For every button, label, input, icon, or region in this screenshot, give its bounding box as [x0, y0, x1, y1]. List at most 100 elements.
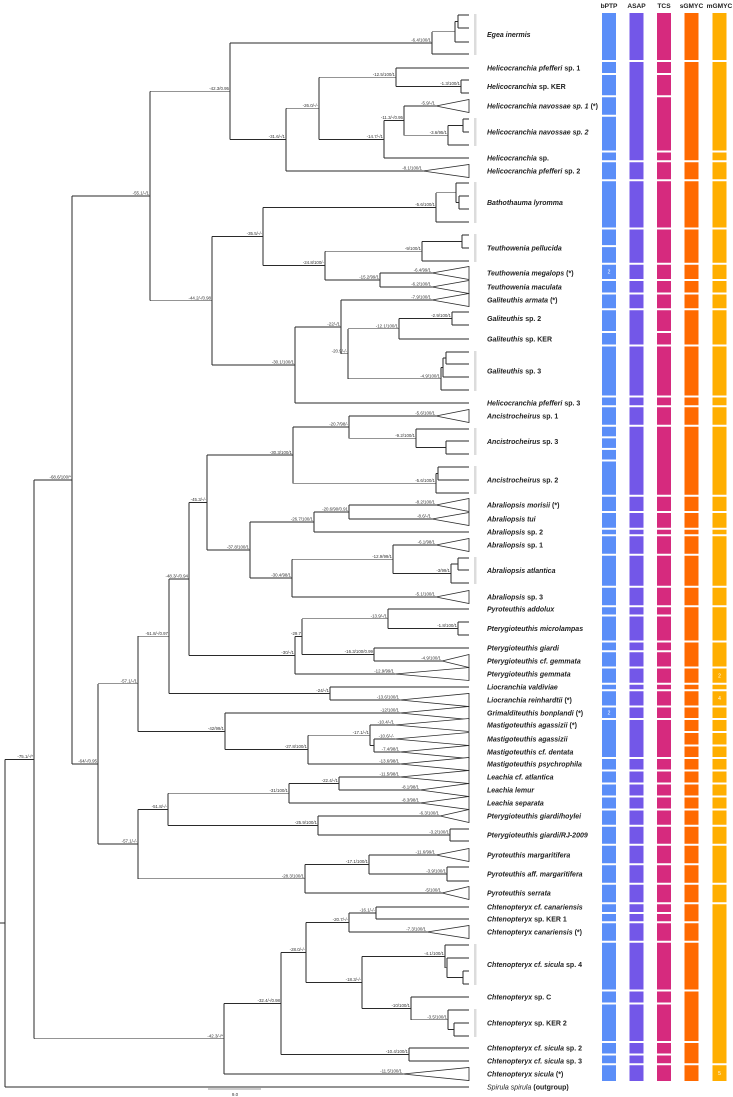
- species-group-bar: [684, 607, 699, 641]
- collapsed-clade-triangle: [441, 885, 470, 901]
- delimitation-column-asap: [629, 13, 644, 1081]
- node-support-label: -27.8/100/1: [285, 744, 308, 749]
- species-group-bar: [629, 62, 644, 161]
- taxon-name-italic: Pterygioteuthis cf. gemmata: [487, 658, 581, 665]
- species-group-bar: [712, 181, 727, 228]
- node-support-label: -31/100/1: [269, 788, 288, 793]
- taxon-label: Chtenopteryx sp. KER 2: [487, 1020, 567, 1027]
- node-support-label: -8.1/100/1: [402, 166, 422, 171]
- species-group-bar: [629, 607, 644, 615]
- species-group-bar: [629, 991, 644, 1003]
- species-group-bar: [684, 264, 699, 279]
- species-group-bar: [629, 496, 644, 511]
- taxon-name-suffix: sp. 2: [525, 316, 541, 323]
- species-group-bar: [684, 923, 699, 941]
- taxon-label: Helicocranchia navossae sp. 1 (*): [487, 103, 598, 110]
- clade-grey-bar: [474, 944, 477, 985]
- species-group-bar: [684, 684, 699, 690]
- node-support-label: -14.7/-/1: [367, 134, 384, 139]
- taxon-name-suffix: sp. 3: [527, 594, 543, 601]
- clade-grey-bar: [474, 1009, 477, 1037]
- species-group-bar: [602, 684, 616, 690]
- collapsed-clade-triangle: [394, 667, 470, 681]
- species-group-bar: [684, 281, 699, 293]
- species-group-bar: [712, 426, 727, 495]
- taxon-label: Grimalditeuthis bonplandi (*): [487, 710, 583, 717]
- species-group-bar: [712, 1065, 727, 1081]
- collapsed-clade-triangle: [399, 745, 470, 759]
- node-support-label: -8.1/98/1: [402, 785, 420, 790]
- species-group-bar: [712, 684, 727, 690]
- species-group-bar: [602, 97, 616, 115]
- species-group-bar: [712, 845, 727, 883]
- species-group-bar: [712, 346, 727, 396]
- node-support-label: -42/99/1: [208, 726, 225, 731]
- node-support-label: -6.2/100/1: [411, 282, 431, 287]
- delimitation-column-bptp: 22: [602, 13, 616, 1081]
- species-group-bar: [629, 759, 644, 770]
- node-support-label: -1.8/100/1: [437, 623, 457, 628]
- species-group-bar: [684, 555, 699, 586]
- species-group-bar: [602, 162, 616, 180]
- taxon-name-italic: Abraliopsis atlantica: [486, 568, 556, 575]
- taxon-name-italic: Pterygioteuthis giardi: [487, 645, 560, 652]
- species-group-bar: [657, 397, 671, 406]
- taxon-label: Pterygioteuthis microlampas: [487, 626, 583, 633]
- species-group-bar: [684, 13, 699, 60]
- node-support-label: -2.9/100/1: [431, 313, 451, 318]
- node-support-label: -30.3/100/1: [270, 450, 293, 455]
- species-group-bar: [602, 616, 616, 641]
- taxon-label: Liocranchia reinhardtii (*): [487, 697, 572, 704]
- node-support-label: -3/99/1: [436, 568, 450, 573]
- species-group-bar: [684, 1043, 699, 1064]
- species-group-bar: [657, 668, 671, 683]
- species-group-bar: [602, 991, 616, 1003]
- taxon-label: Chtenopteryx canariensis (*): [487, 929, 582, 936]
- node-support-label: -8.2/100/1: [415, 500, 435, 505]
- species-group-bar: [602, 333, 616, 345]
- taxon-name-italic: Egea inermis: [487, 32, 531, 39]
- taxon-name-suffix: sp. 2: [564, 168, 580, 175]
- taxon-label: Pterygioteuthis gemmata: [487, 671, 571, 678]
- species-group-bar: [629, 826, 644, 844]
- node-support-label: -30/-/1: [281, 650, 294, 655]
- species-group-bar: [629, 181, 644, 228]
- species-group-bar: [657, 942, 671, 990]
- species-group-bar: [657, 555, 671, 586]
- species-group-bar: [629, 668, 644, 683]
- taxon-label: Teuthowenia pellucida: [487, 245, 562, 252]
- species-group-bar: [602, 152, 616, 161]
- species-group-bar: [684, 181, 699, 228]
- species-group-bar: [657, 784, 671, 796]
- species-group-bar: [629, 845, 644, 864]
- taxon-label: Mastigoteuthis agassizii (*): [487, 722, 577, 729]
- taxon-name-italic: Pterygioteuthis giardi/hoylei: [487, 813, 582, 820]
- species-group-bar: [629, 1055, 644, 1064]
- species-group-bar: [657, 991, 671, 1003]
- taxon-name-suffix: sp.: [539, 155, 549, 162]
- taxon-name-suffix: sp. 2: [527, 529, 543, 536]
- node-support-label: -5.6/100/1: [415, 478, 435, 483]
- node-support-label: -3.2/100/1: [429, 830, 449, 835]
- taxon-label: Pyroteuthis aff. margaritifera: [487, 871, 583, 878]
- taxon-label: Helicocranchia pfefferi sp. 3: [487, 400, 580, 407]
- species-group-bar: [602, 1043, 616, 1054]
- taxon-name-italic: Helicocranchia: [487, 155, 537, 162]
- species-group-bar: [712, 13, 727, 60]
- collapsed-clade-triangle: [419, 783, 470, 797]
- species-group-bar: [712, 294, 727, 309]
- species-group-bar: [712, 826, 727, 844]
- taxon-name-italic: Galiteuthis: [487, 336, 523, 343]
- species-group-bar: [602, 536, 616, 554]
- taxon-label: Pterygioteuthis giardi/hoylei: [487, 813, 582, 820]
- delimitation-column-tcs: [657, 13, 671, 1081]
- node-support-label: -25.9/100/1: [295, 820, 318, 825]
- taxon-name-italic: Chtenopteryx: [487, 916, 533, 923]
- taxon-label: Mastigoteuthis psychrophila: [487, 761, 582, 768]
- node-support-label: -10/100/1: [391, 1003, 410, 1008]
- node-support-label: -6.3/100/1: [419, 811, 439, 816]
- species-group-bar: [712, 264, 727, 279]
- node-support-label: -13.6/98/1: [379, 759, 399, 764]
- taxon-name-italic: Pterygioteuthis giardi/RJ-2009: [487, 832, 588, 839]
